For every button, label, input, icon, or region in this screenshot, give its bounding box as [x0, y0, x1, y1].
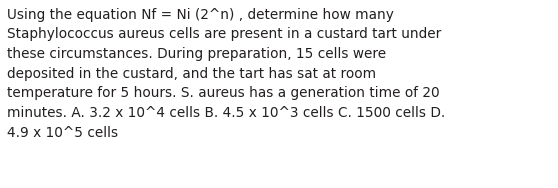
- Text: Using the equation Nf = Ni (2^n) , determine how many
Staphylococcus aureus cell: Using the equation Nf = Ni (2^n) , deter…: [7, 8, 445, 140]
